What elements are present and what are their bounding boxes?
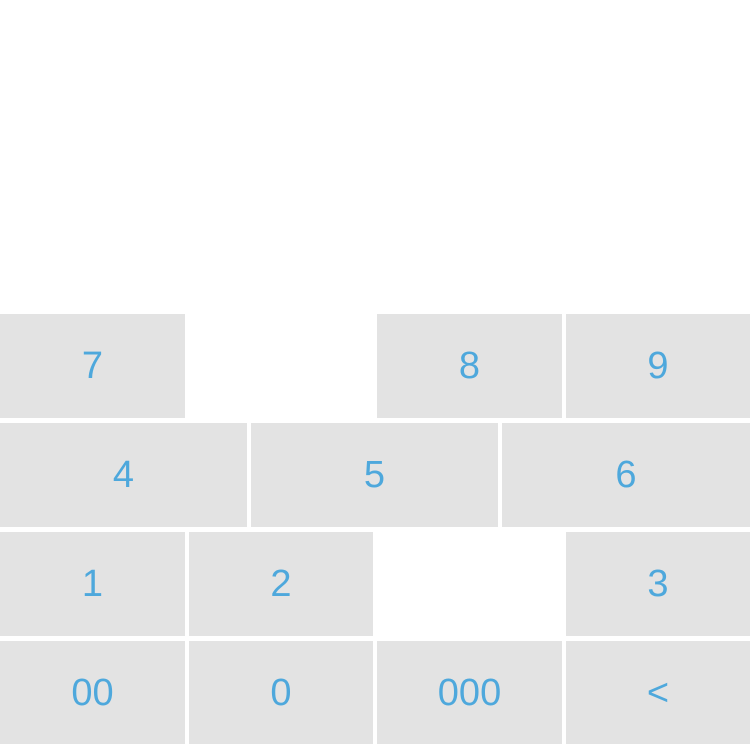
key-9[interactable]: 9 <box>566 314 750 418</box>
backspace-button[interactable]: < <box>566 641 750 744</box>
key-6-label: 6 <box>615 454 637 496</box>
backspace-icon: < <box>646 671 670 714</box>
key-000[interactable]: 000 <box>377 641 562 744</box>
key-0-label: 0 <box>270 671 292 714</box>
key-1-label: 1 <box>81 563 104 605</box>
key-8-label: 8 <box>458 345 481 387</box>
key-7-label: 7 <box>81 345 104 387</box>
key-5-label: 5 <box>363 454 386 496</box>
key-3[interactable]: 3 <box>566 532 750 636</box>
key-5[interactable]: 5 <box>251 423 498 527</box>
key-4[interactable]: 4 <box>0 423 247 527</box>
key-8[interactable]: 8 <box>377 314 562 418</box>
key-2[interactable]: 2 <box>189 532 373 636</box>
key-3-label: 3 <box>647 563 669 605</box>
key-0[interactable]: 0 <box>189 641 373 744</box>
key-9-label: 9 <box>647 345 669 387</box>
key-6[interactable]: 6 <box>502 423 750 527</box>
key-7[interactable]: 7 <box>0 314 185 418</box>
key-000-label: 000 <box>437 671 502 714</box>
key-1[interactable]: 1 <box>0 532 185 636</box>
key-00-label: 00 <box>71 671 114 714</box>
key-4-label: 4 <box>112 454 135 496</box>
key-2-label: 2 <box>270 563 292 605</box>
key-00[interactable]: 00 <box>0 641 185 744</box>
